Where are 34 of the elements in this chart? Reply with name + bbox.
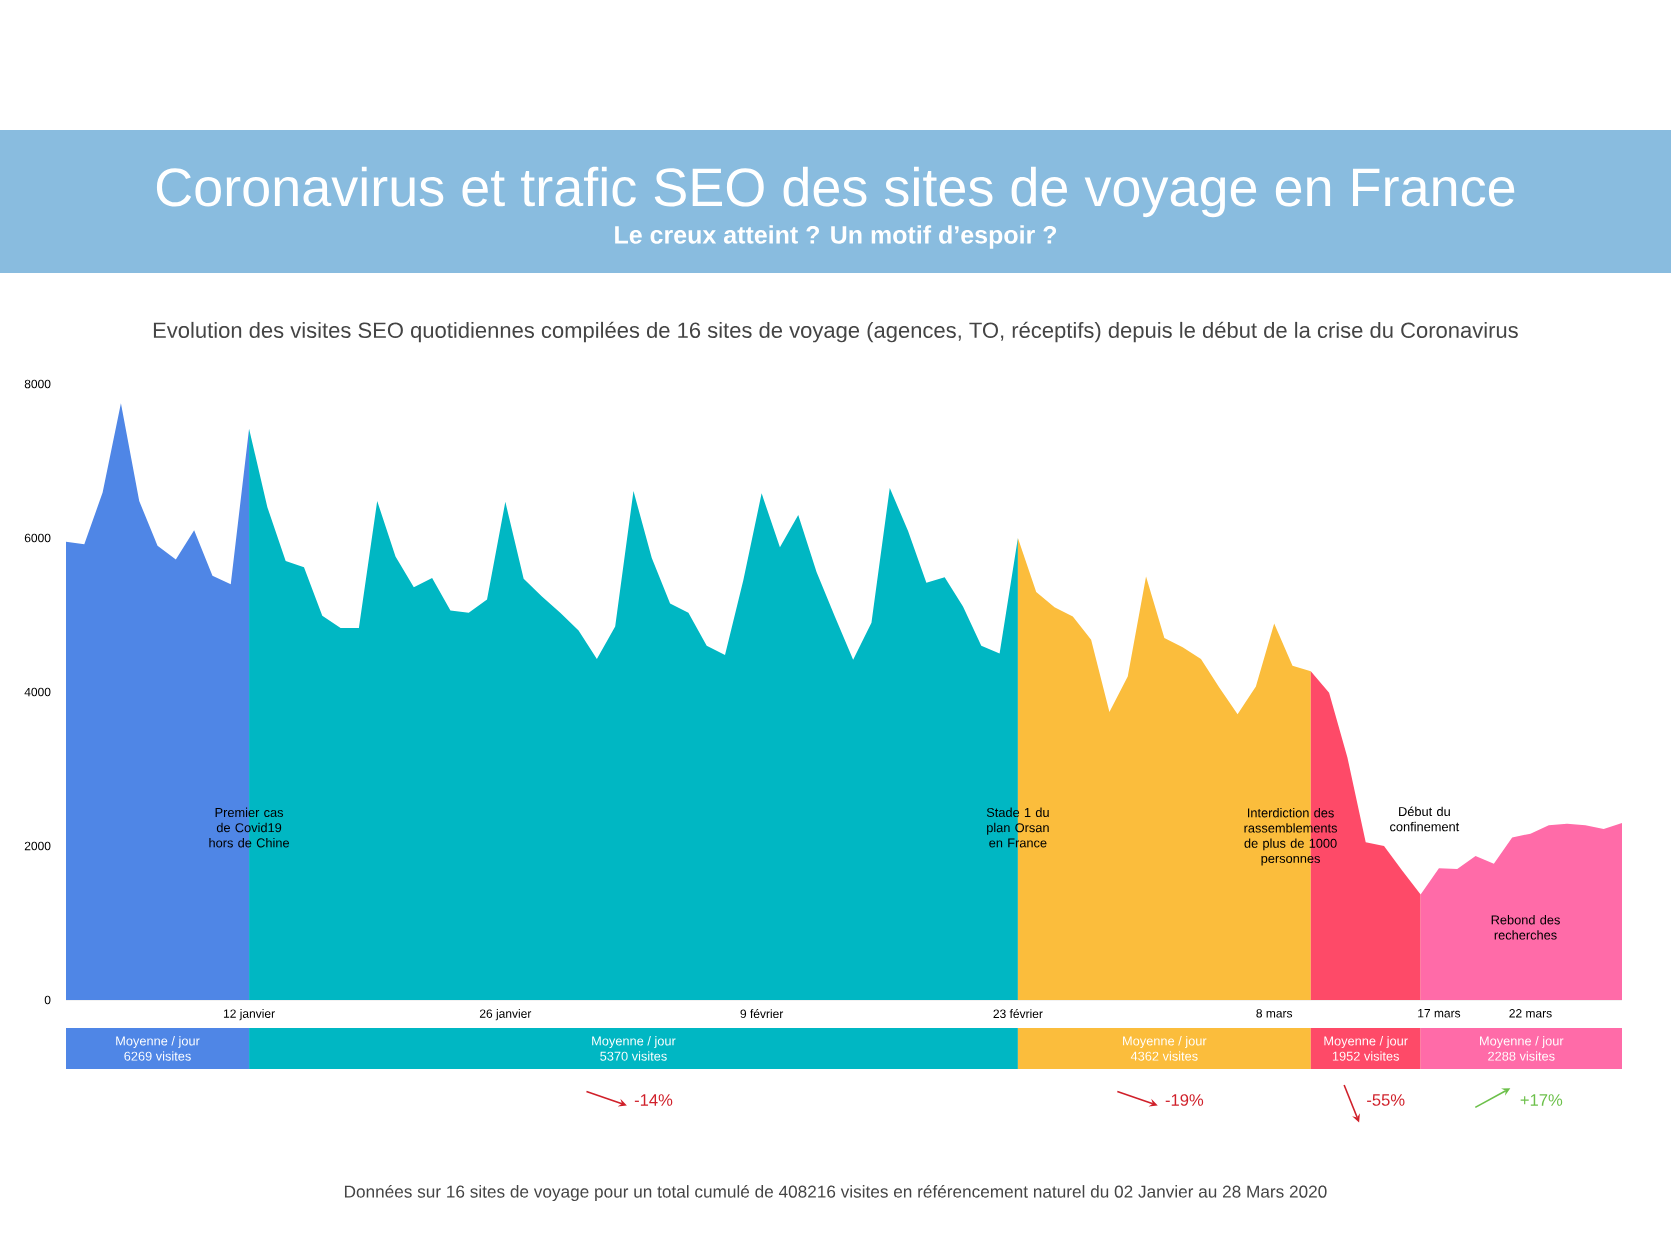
text: Données sur 16 sites de voyage pour un total cumulé de 408216 visites en référencement naturel du 02 Janvier au 28 Mars 2020 bbox=[344, 1184, 1327, 1202]
x-tick-label: 9 février bbox=[740, 1009, 784, 1019]
annotation: Premier cas de Covid19 hors de Chine bbox=[209, 807, 290, 848]
text: +17% bbox=[1520, 1094, 1563, 1106]
y-tick-label: 6000 bbox=[24, 533, 51, 543]
x-tick-label: 12 janvier bbox=[223, 1009, 275, 1021]
annotation: Rebond des recherches bbox=[1491, 915, 1560, 940]
y-tick-label: 2000 bbox=[24, 841, 51, 851]
text: Moyenne / jour bbox=[1123, 1036, 1207, 1049]
text: 6269 visites bbox=[124, 1051, 191, 1061]
y-tick-label: 4000 bbox=[24, 687, 51, 697]
text: Moyenne / jour bbox=[1324, 1036, 1408, 1049]
x-tick-label: 26 janvier bbox=[479, 1009, 532, 1021]
chart-title: Coronavirus et trafic SEO des sites de voyage en France bbox=[156, 166, 1515, 218]
text: Evolution des visites SEO quotidiennes compilées de 16 sites de voyage (agences, TO, réceptifs) depuis le début de la crise du Coronavirus bbox=[153, 321, 1518, 343]
text: -14% bbox=[634, 1094, 673, 1106]
annotation: Début du confinement bbox=[1390, 806, 1460, 832]
text: 1952 visites bbox=[1332, 1051, 1400, 1061]
x-tick-label: 23 février bbox=[993, 1009, 1043, 1019]
text: Moyenne / jour bbox=[1480, 1036, 1564, 1049]
y-tick-label: 0 bbox=[44, 995, 51, 1005]
text: -19% bbox=[1165, 1094, 1204, 1106]
text: -55% bbox=[1367, 1094, 1405, 1106]
text: Moyenne / jour bbox=[592, 1036, 676, 1049]
x-tick-label: 22 mars bbox=[1509, 1009, 1552, 1018]
chart-subtitle: Le creux atteint ? Un motif d’espoir ? bbox=[615, 225, 1057, 249]
text: 5370 visites bbox=[600, 1051, 667, 1061]
x-tick-label: 17 mars bbox=[1418, 1009, 1461, 1018]
y-tick-label: 8000 bbox=[24, 379, 51, 389]
text: Moyenne / jour bbox=[116, 1036, 200, 1049]
text: 2288 visites bbox=[1488, 1051, 1555, 1061]
x-tick-label: 8 mars bbox=[1256, 1009, 1293, 1018]
text: 4362 visites bbox=[1130, 1051, 1198, 1061]
annotation: Interdiction des rassemblements de plus de 1000 personnes bbox=[1244, 807, 1338, 866]
